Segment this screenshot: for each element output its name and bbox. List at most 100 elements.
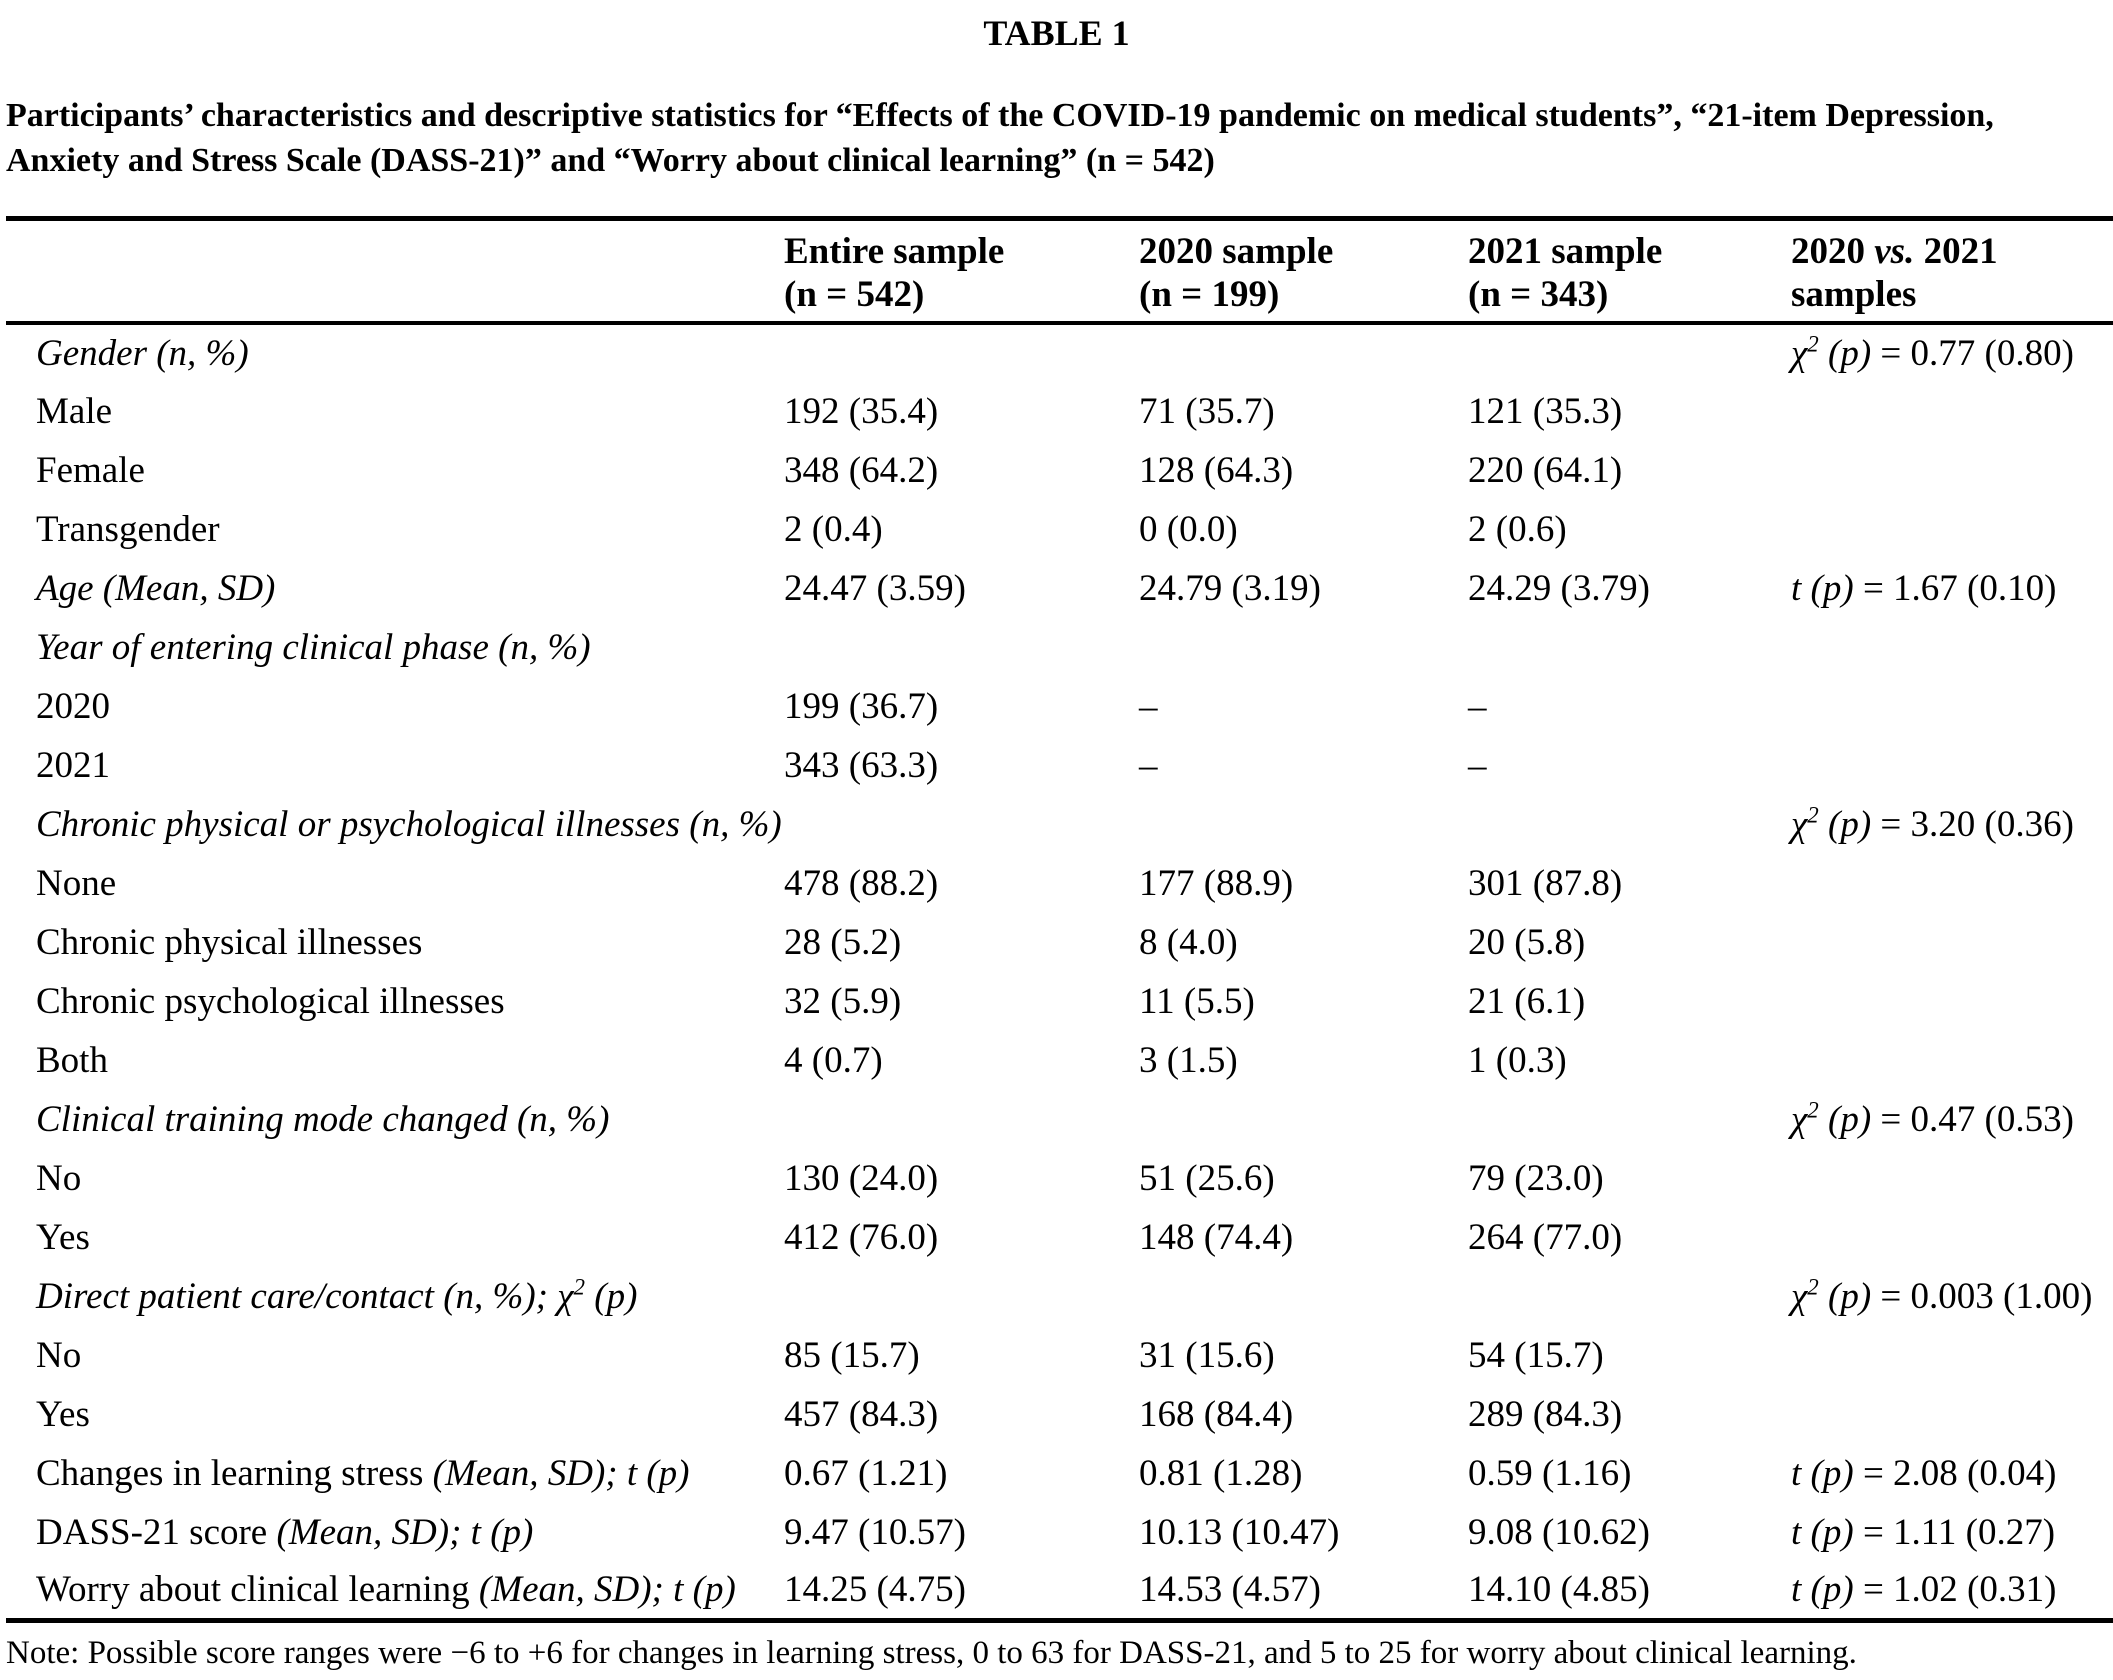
cell-value — [754, 795, 1109, 854]
row-label: No — [36, 1334, 82, 1376]
cell-value: 301 (87.8) — [1468, 862, 1623, 904]
stat-cell — [1761, 441, 2113, 500]
cell-value — [754, 1267, 1109, 1326]
header-2020-sample-line1: 2020 sample — [1139, 230, 1334, 272]
cell-value — [754, 323, 1109, 382]
table-caption: Participants’ characteristics and descri… — [6, 94, 2107, 184]
stat-cell — [1761, 1385, 2113, 1444]
cell-value: 11 (5.5) — [1139, 980, 1255, 1022]
table-row-19: Changes in learning stress (Mean, SD); t… — [6, 1444, 2113, 1503]
header-entire-sample-line2: (n = 542) — [784, 273, 925, 315]
stat-cell — [1761, 854, 2113, 913]
stat-cell — [1761, 1326, 2113, 1385]
stat-cell — [1761, 618, 2113, 677]
row-label: Yes — [36, 1393, 90, 1435]
row-label: Year of entering clinical phase (n, %) — [36, 626, 591, 668]
stat-cell — [1761, 677, 2113, 736]
header-entire-sample-line1: Entire sample — [784, 230, 1005, 272]
table-row-1: Male 192 (35.4) 71 (35.7) 121 (35.3) — [6, 382, 2113, 441]
table-note: Note: Possible score ranges were −6 to +… — [6, 1635, 1857, 1672]
row-label: Age (Mean, SD) — [36, 567, 276, 609]
header-comparison-line2: samples — [1791, 273, 1917, 315]
stat-cell — [1761, 382, 2113, 441]
stat-cell: χ2 (p) = 3.20 (0.36) — [1791, 802, 2074, 845]
cell-value: 128 (64.3) — [1139, 449, 1294, 491]
cell-value — [1438, 323, 1761, 382]
caption-line-2: Anxiety and Stress Scale (DASS-21)” and … — [6, 141, 1215, 179]
cell-value: 24.47 (3.59) — [784, 567, 966, 609]
stat-cell: χ2 (p) = 0.47 (0.53) — [1791, 1097, 2074, 1140]
row-label: Direct patient care/contact (n, %); χ2 (… — [36, 1274, 638, 1317]
header-entire-sample: Entire sample (n = 542) — [754, 218, 1109, 325]
stat-cell: t (p) = 1.67 (0.10) — [1791, 567, 2057, 609]
cell-value: 9.47 (10.57) — [784, 1511, 966, 1553]
table-row-20: DASS-21 score (Mean, SD); t (p) 9.47 (10.… — [6, 1503, 2113, 1562]
cell-value: 32 (5.9) — [784, 980, 902, 1022]
cell-value: 148 (74.4) — [1139, 1216, 1294, 1258]
participants-table: Entire sample (n = 542) 2020 sample (n =… — [6, 215, 2113, 1624]
cell-value: – — [1468, 744, 1487, 786]
cell-value: 20 (5.8) — [1468, 921, 1586, 963]
cell-value — [1438, 795, 1761, 854]
table-row-16: Direct patient care/contact (n, %); χ2 (… — [6, 1267, 2113, 1326]
table-row-11: Chronic psychological illnesses 32 (5.9) 1… — [6, 972, 2113, 1031]
cell-value: 14.10 (4.85) — [1468, 1569, 1650, 1611]
cell-value: 168 (84.4) — [1139, 1393, 1294, 1435]
row-label: Transgender — [36, 508, 220, 550]
cell-value: 85 (15.7) — [784, 1334, 920, 1376]
cell-value — [1109, 618, 1438, 677]
cell-value: 4 (0.7) — [784, 1039, 883, 1081]
cell-value: 0.67 (1.21) — [784, 1452, 948, 1494]
header-2021-sample-line1: 2021 sample — [1468, 230, 1663, 272]
cell-value: 478 (88.2) — [784, 862, 939, 904]
header-comparison-post: 2021 — [1914, 230, 1998, 272]
header-2020-sample: 2020 sample (n = 199) — [1109, 218, 1438, 325]
cell-value — [754, 1090, 1109, 1149]
cell-value: 51 (25.6) — [1139, 1157, 1275, 1199]
stat-cell: t (p) = 1.02 (0.31) — [1791, 1569, 2057, 1611]
header-row: Entire sample (n = 542) 2020 sample (n =… — [6, 218, 2113, 325]
cell-value: 21 (6.1) — [1468, 980, 1586, 1022]
stat-cell — [1761, 1149, 2113, 1208]
row-label: Chronic physical illnesses — [36, 921, 423, 963]
row-label: 2021 — [36, 744, 110, 786]
cell-value: 192 (35.4) — [784, 390, 939, 432]
table-row-6: 2020 199 (36.7) – – — [6, 677, 2113, 736]
table-label: TABLE 1 — [983, 13, 1130, 53]
cell-value: 220 (64.1) — [1468, 449, 1623, 491]
cell-value: 457 (84.3) — [784, 1393, 939, 1435]
stat-cell: t (p) = 1.11 (0.27) — [1791, 1511, 2056, 1553]
cell-value: 79 (23.0) — [1468, 1157, 1604, 1199]
row-label: Chronic physical or psychological illnes… — [36, 803, 782, 845]
cell-value: 24.79 (3.19) — [1139, 567, 1321, 609]
row-label: 2020 — [36, 685, 110, 727]
cell-value: 14.25 (4.75) — [784, 1569, 966, 1611]
row-label: Clinical training mode changed (n, %) — [36, 1098, 610, 1140]
table-row-15: Yes 412 (76.0) 148 (74.4) 264 (77.0) — [6, 1208, 2113, 1267]
cell-value: 0 (0.0) — [1139, 508, 1238, 550]
table-row-10: Chronic physical illnesses 28 (5.2) 8 (4.0… — [6, 913, 2113, 972]
row-label: Female — [36, 449, 145, 491]
stat-cell — [1761, 1031, 2113, 1090]
cell-value: – — [1468, 685, 1487, 727]
cell-value: 348 (64.2) — [784, 449, 939, 491]
cell-value — [754, 618, 1109, 677]
row-label: Yes — [36, 1216, 90, 1258]
cell-value: 2 (0.4) — [784, 508, 883, 550]
cell-value: 10.13 (10.47) — [1139, 1511, 1340, 1553]
header-2021-sample: 2021 sample (n = 343) — [1438, 218, 1761, 325]
stat-cell — [1761, 500, 2113, 559]
table-row-18: Yes 457 (84.3) 168 (84.4) 289 (84.3) — [6, 1385, 2113, 1444]
table-row-5: Year of entering clinical phase (n, %) — [6, 618, 2113, 677]
table-row-21: Worry about clinical learning (Mean, SD)… — [6, 1562, 2113, 1621]
cell-value: 24.29 (3.79) — [1468, 567, 1650, 609]
cell-value — [1438, 1090, 1761, 1149]
table-row-8: Chronic physical or psychological illnes… — [6, 795, 2113, 854]
cell-value: 121 (35.3) — [1468, 390, 1623, 432]
table-row-12: Both 4 (0.7) 3 (1.5) 1 (0.3) — [6, 1031, 2113, 1090]
row-label: Chronic psychological illnesses — [36, 980, 505, 1022]
cell-value: 177 (88.9) — [1139, 862, 1294, 904]
cell-value — [1109, 1090, 1438, 1149]
cell-value: 71 (35.7) — [1139, 390, 1275, 432]
